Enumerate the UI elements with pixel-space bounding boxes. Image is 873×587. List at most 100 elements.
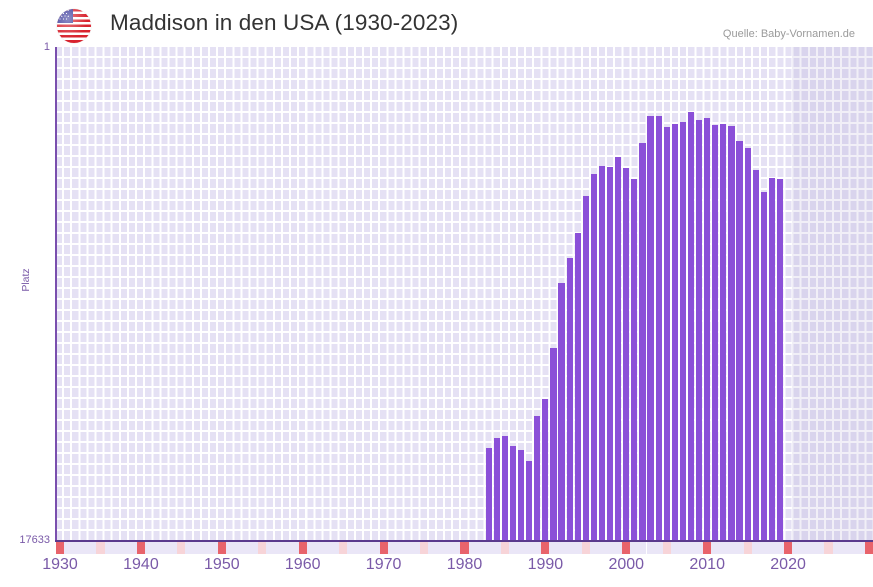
- x-tick-blank-2026: [832, 542, 841, 554]
- x-tick-blank-2013: [727, 542, 736, 554]
- x-tick-blank-2023: [808, 542, 817, 554]
- x-tick-blank-2008: [686, 542, 696, 554]
- x-tick-major-2020: [784, 542, 793, 554]
- x-tick-blank-1932: [72, 542, 81, 554]
- bar-1984: [493, 437, 500, 541]
- x-tick-blank-1942: [153, 542, 162, 554]
- bar-1993: [566, 258, 573, 541]
- x-tick-blank-1957: [274, 542, 283, 554]
- bar-1995: [582, 196, 589, 541]
- x-tick-major-2010: [703, 542, 712, 554]
- flag-stars: [57, 9, 73, 23]
- x-tick-major-1930: [56, 542, 65, 554]
- x-axis-labels: 1930 1940 1950 1960 1970 1980 1990 2000 2010 2020: [0, 556, 873, 584]
- x-tick-blank-1991: [549, 542, 558, 554]
- x-tick-blank-2002: [638, 542, 647, 554]
- x-tick-blank-1941: [144, 542, 154, 554]
- x-tick-minor-1935: [96, 542, 105, 554]
- x-axis-label-1970: 1970: [365, 556, 402, 573]
- bar-2002: [639, 143, 646, 541]
- plot-area: [56, 47, 873, 541]
- x-tick-blank-1961: [306, 542, 315, 554]
- x-tick-blank-2019: [775, 542, 784, 554]
- x-tick-minor-1965: [339, 542, 348, 554]
- x-tick-blank-1994: [573, 542, 582, 554]
- x-tick-blank-1992: [557, 542, 566, 554]
- x-tick-blank-2001: [630, 542, 639, 554]
- bar-2001: [631, 179, 638, 541]
- x-tick-blank-1999: [614, 542, 623, 554]
- x-tick-blank-1939: [128, 542, 137, 554]
- bar-2014: [736, 141, 743, 541]
- x-tick-blank-1944: [169, 542, 178, 554]
- bar-1996: [590, 174, 597, 541]
- bar-1992: [558, 282, 565, 541]
- x-tick-blank-2022: [800, 542, 809, 554]
- chart-header: Maddison in den USA (1930-2023) Quelle: …: [0, 0, 873, 47]
- bar-series: [56, 47, 873, 541]
- bar-2007: [679, 121, 686, 541]
- bar-2016: [752, 169, 759, 541]
- x-tick-blank-1968: [363, 542, 372, 554]
- x-tick-minor-1945: [177, 542, 186, 554]
- x-tick-blank-1989: [533, 542, 542, 554]
- x-tick-blank-1983: [484, 542, 493, 554]
- bar-2006: [671, 124, 678, 541]
- x-tick-blank-2017: [759, 542, 768, 554]
- bar-2010: [704, 118, 711, 541]
- x-tick-blank-2018: [767, 542, 776, 554]
- bar-1987: [518, 450, 525, 541]
- x-tick-blank-2009: [695, 542, 704, 554]
- x-tick-blank-1997: [597, 542, 607, 554]
- x-tick-blank-1987: [517, 542, 526, 554]
- x-tick-blank-1956: [266, 542, 275, 554]
- x-axis-label-1960: 1960: [284, 556, 321, 573]
- source-note: Quelle: Baby-Vornamen.de: [722, 28, 855, 40]
- x-tick-blank-1931: [64, 542, 73, 554]
- x-tick-blank-1986: [508, 542, 518, 554]
- x-tick-minor-1955: [258, 542, 267, 554]
- x-tick-blank-2021: [792, 542, 801, 554]
- x-tick-blank-1969: [371, 542, 380, 554]
- bar-2015: [744, 148, 751, 541]
- x-tick-major-2030: [864, 542, 873, 554]
- x-tick-blank-1951: [225, 542, 234, 554]
- x-tick-major-1990: [541, 542, 550, 554]
- bar-2013: [728, 125, 735, 541]
- x-tick-blank-1978: [444, 542, 453, 554]
- x-tick-blank-2027: [840, 542, 849, 554]
- x-tick-blank-1949: [209, 542, 218, 554]
- bar-1990: [542, 398, 549, 541]
- x-axis-tick-swatches: [56, 542, 873, 554]
- bar-1998: [607, 167, 614, 541]
- x-tick-blank-2012: [719, 542, 728, 554]
- usa-flag-icon: [57, 9, 91, 43]
- x-tick-blank-1982: [476, 542, 485, 554]
- x-tick-blank-1964: [331, 542, 340, 554]
- x-tick-blank-1963: [322, 542, 332, 554]
- x-tick-blank-1993: [565, 542, 574, 554]
- bar-2018: [768, 177, 775, 541]
- x-axis-label-1980: 1980: [446, 556, 483, 573]
- x-tick-minor-2005: [662, 542, 671, 554]
- y-axis-top-label: 1: [43, 41, 50, 53]
- x-tick-blank-2028: [848, 542, 857, 554]
- x-tick-minor-2025: [824, 542, 833, 554]
- x-tick-major-1950: [217, 542, 226, 554]
- x-tick-major-1940: [136, 542, 145, 554]
- x-tick-blank-1981: [468, 542, 477, 554]
- x-tick-blank-1962: [314, 542, 323, 554]
- x-axis-label-2020: 2020: [770, 556, 806, 573]
- x-tick-minor-1975: [420, 542, 429, 554]
- x-tick-blank-1936: [104, 542, 113, 554]
- x-tick-major-2000: [622, 542, 631, 554]
- x-tick-blank-2006: [670, 542, 679, 554]
- x-tick-minor-2015: [743, 542, 752, 554]
- x-tick-blank-1972: [395, 542, 404, 554]
- bar-1991: [550, 348, 557, 541]
- x-axis-label-1940: 1940: [123, 556, 159, 573]
- flag-gloss: [57, 9, 91, 43]
- x-axis-line: [55, 540, 873, 542]
- bar-2012: [720, 124, 727, 541]
